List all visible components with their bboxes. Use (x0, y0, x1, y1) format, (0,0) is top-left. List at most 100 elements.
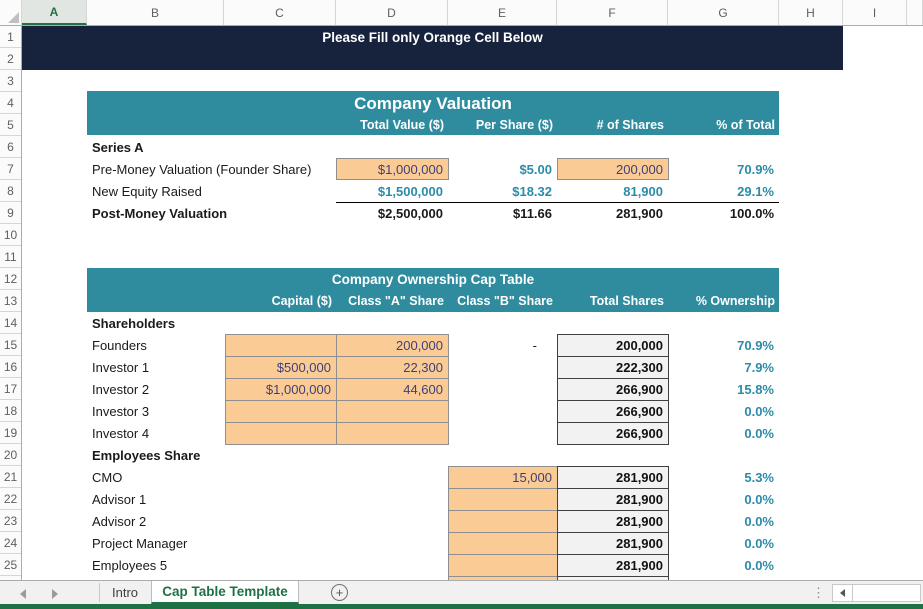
row-header-5[interactable]: 5 (0, 114, 21, 136)
cell-D18-input[interactable] (336, 400, 449, 423)
cell-C19-input[interactable] (225, 422, 337, 445)
row-label-investor-2[interactable]: Investor 2 (92, 381, 150, 397)
cell-C16-input[interactable]: $500,000 (225, 356, 337, 379)
row-header-20[interactable]: 20 (0, 444, 21, 466)
row-header-15[interactable]: 15 (0, 334, 21, 356)
cell-F25-output[interactable]: 281,900 (557, 554, 669, 577)
row-label-advisor-1[interactable]: Advisor 1 (92, 491, 147, 507)
cell-G24[interactable]: 0.0% (744, 535, 774, 551)
row-label-project-manager[interactable]: Project Manager (92, 535, 188, 551)
row-header-16[interactable]: 16 (0, 356, 21, 378)
cell-F16-output[interactable]: 222,300 (557, 356, 669, 379)
sheet-tab-cap-table-template[interactable]: Cap Table Template (151, 581, 299, 604)
column-header-h[interactable]: H (779, 0, 843, 25)
cell-G22[interactable]: 0.0% (744, 491, 774, 507)
valuation-header-block[interactable]: Company Valuation (87, 91, 779, 135)
cell-G15[interactable]: 70.9% (737, 337, 774, 353)
cell-C17-input[interactable]: $1,000,000 (225, 378, 337, 401)
select-all-button[interactable] (0, 0, 22, 25)
column-header-c[interactable]: C (224, 0, 336, 25)
cell-D17-input[interactable]: 44,600 (336, 378, 449, 401)
row-header-6[interactable]: 6 (0, 136, 21, 158)
cell-F8[interactable]: 81,900 (623, 183, 663, 199)
cell-E7[interactable]: $5.00 (519, 161, 552, 177)
cell-E8[interactable]: $18.32 (512, 183, 552, 199)
cell-F15-output[interactable]: 200,000 (557, 334, 669, 357)
cell-E25-input[interactable] (448, 554, 558, 577)
cell-G16[interactable]: 7.9% (744, 359, 774, 375)
row-label-post-money-valuation[interactable]: Post-Money Valuation (92, 205, 228, 221)
row-header-12[interactable]: 12 (0, 268, 21, 290)
row-label-investor-3[interactable]: Investor 3 (92, 403, 150, 419)
row-label-cmo[interactable]: CMO (92, 469, 123, 485)
row-label-investor-1[interactable]: Investor 1 (92, 359, 150, 375)
cell-D7-input[interactable]: $1,000,000 (336, 158, 449, 180)
tab-options-handle[interactable]: ⋮ (812, 585, 825, 600)
cell-G21[interactable]: 5.3% (744, 469, 774, 485)
section-label-shareholders[interactable]: Shareholders (92, 315, 176, 331)
cell-G19[interactable]: 0.0% (744, 425, 774, 441)
cell-E22-input[interactable] (448, 488, 558, 511)
cell-F21-output[interactable]: 281,900 (557, 466, 669, 489)
row-label-founders[interactable]: Founders (92, 337, 147, 353)
row-header-10[interactable]: 10 (0, 224, 21, 246)
cell-F23-output[interactable]: 281,900 (557, 510, 669, 533)
row-label-investor-4[interactable]: Investor 4 (92, 425, 150, 441)
row-header-13[interactable]: 13 (0, 290, 21, 312)
row-header-9[interactable]: 9 (0, 202, 21, 224)
row-label-pre-money-valuation-founder-share[interactable]: Pre-Money Valuation (Founder Share) (92, 161, 312, 177)
section-label-series-a[interactable]: Series A (92, 139, 144, 155)
cell-F17-output[interactable]: 266,900 (557, 378, 669, 401)
tab-nav-left-button[interactable] (20, 589, 26, 599)
section-label-employees-share[interactable]: Employees Share (92, 447, 201, 463)
row-label-new-equity-raised[interactable]: New Equity Raised (92, 183, 202, 199)
cell-D8[interactable]: $1,500,000 (377, 183, 443, 199)
row-header-7[interactable]: 7 (0, 158, 21, 180)
cell-F18-output[interactable]: 266,900 (557, 400, 669, 423)
row-header-18[interactable]: 18 (0, 400, 21, 422)
scroll-left-button[interactable] (833, 585, 853, 601)
cell-C18-input[interactable] (225, 400, 337, 423)
column-header-e[interactable]: E (448, 0, 557, 25)
row-header-2[interactable]: 2 (0, 48, 21, 70)
cell-G9[interactable]: 100.0% (729, 205, 774, 221)
row-header-24[interactable]: 24 (0, 532, 21, 554)
row-header-23[interactable]: 23 (0, 510, 21, 532)
cell-E9[interactable]: $11.66 (512, 205, 552, 221)
cell-G23[interactable]: 0.0% (744, 513, 774, 529)
cell-F26-output[interactable] (557, 576, 669, 580)
cell-E24-input[interactable] (448, 532, 558, 555)
tab-nav-right-button[interactable] (52, 589, 58, 599)
cell-G25[interactable]: 0.0% (744, 557, 774, 573)
row-header-25[interactable]: 25 (0, 554, 21, 576)
row-header-3[interactable]: 3 (0, 70, 21, 92)
row-label-employees-5[interactable]: Employees 5 (92, 557, 168, 573)
cell-G8[interactable]: 29.1% (737, 183, 774, 199)
column-header-a[interactable]: A (22, 0, 87, 25)
row-header-17[interactable]: 17 (0, 378, 21, 400)
cell-E21-input[interactable]: 15,000 (448, 466, 558, 489)
row-header-11[interactable]: 11 (0, 246, 21, 268)
row-header-22[interactable]: 22 (0, 488, 21, 510)
row-header-8[interactable]: 8 (0, 180, 21, 202)
column-header-b[interactable]: B (87, 0, 224, 25)
column-header-i[interactable]: I (843, 0, 907, 25)
cell-D16-input[interactable]: 22,300 (336, 356, 449, 379)
banner-cell[interactable]: Please Fill only Orange Cell Below (22, 26, 843, 70)
cell-G18[interactable]: 0.0% (744, 403, 774, 419)
cell-F7-input[interactable]: 200,000 (557, 158, 669, 180)
row-label-advisor-2[interactable]: Advisor 2 (92, 513, 147, 529)
add-sheet-button[interactable]: + (331, 584, 348, 601)
column-header-f[interactable]: F (557, 0, 668, 25)
cell-C15-input[interactable] (225, 334, 337, 357)
cap-table-header-block[interactable]: Company Ownership Cap Table (87, 268, 779, 312)
cell-D15-input[interactable]: 200,000 (336, 334, 449, 357)
row-header-1[interactable]: 1 (0, 26, 21, 48)
cell-G7[interactable]: 70.9% (737, 161, 774, 177)
cell-D9[interactable]: $2,500,000 (377, 205, 443, 221)
sheet-tab-intro[interactable]: Intro (111, 585, 138, 600)
horizontal-scrollbar[interactable] (832, 584, 921, 602)
cell-E23-input[interactable] (448, 510, 558, 533)
row-header-19[interactable]: 19 (0, 422, 21, 444)
cell-F24-output[interactable]: 281,900 (557, 532, 669, 555)
